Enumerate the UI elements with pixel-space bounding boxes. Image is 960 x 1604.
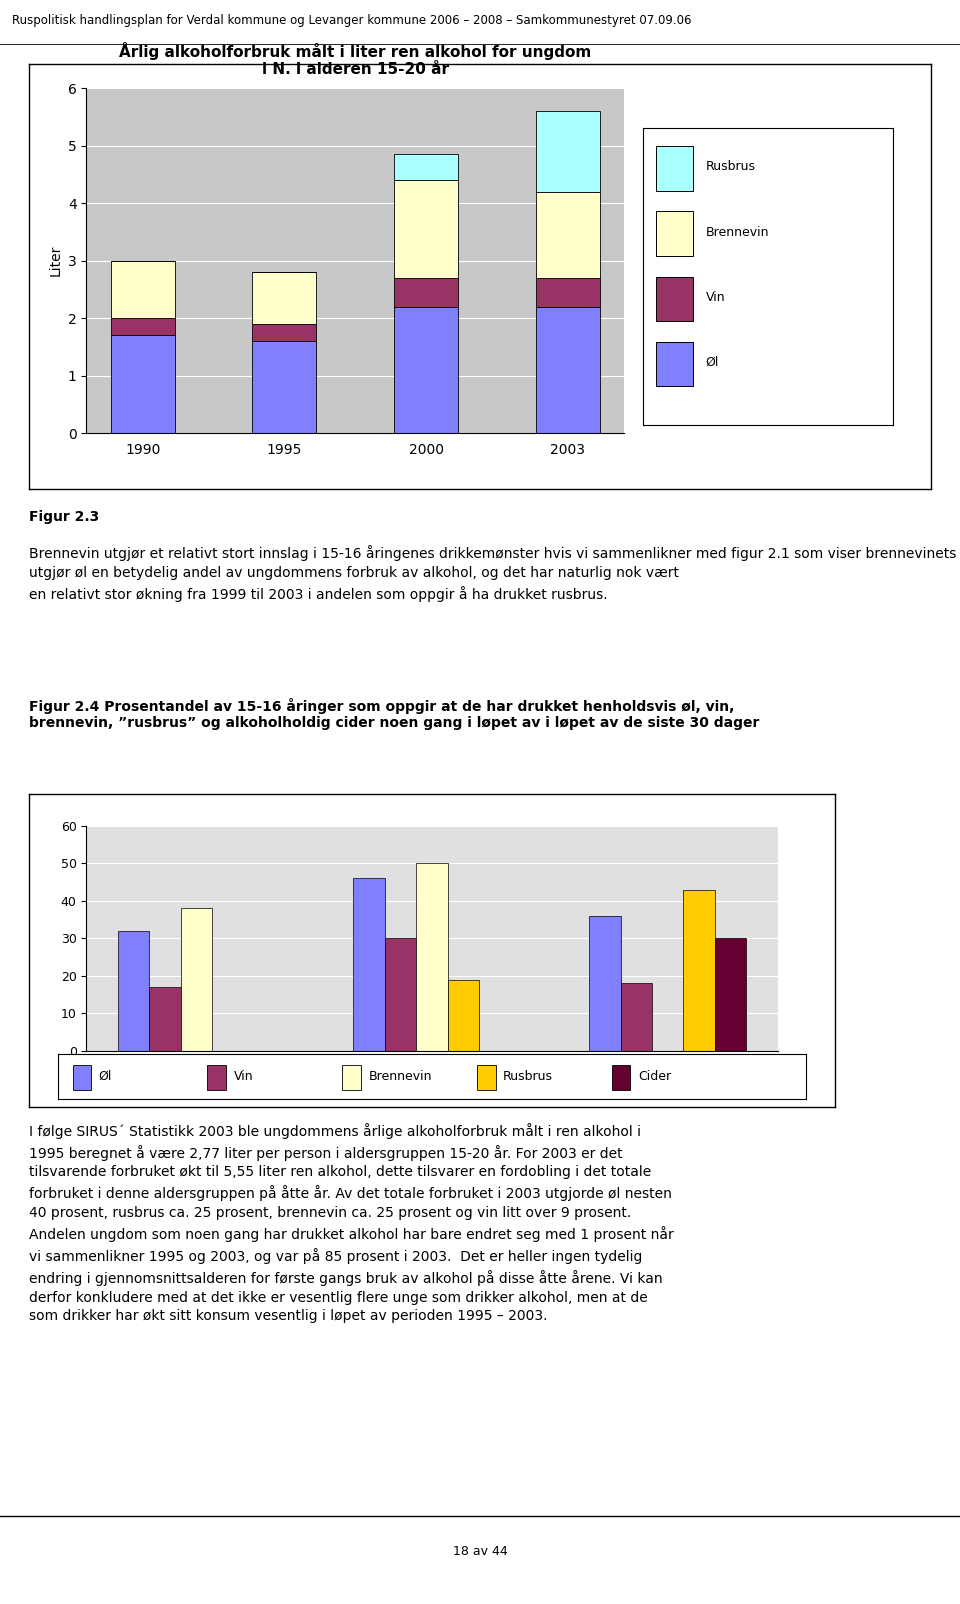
Text: For 2003 er det
tilsvarende forbruket økt til 5,55 liter ren alkohol, dette tils: For 2003 er det tilsvarende forbruket øk… — [29, 1214, 651, 1269]
Bar — [252, 342, 316, 433]
FancyBboxPatch shape — [656, 342, 693, 387]
Bar — [385, 938, 417, 1051]
Text: 18 av 44: 18 av 44 — [452, 1545, 508, 1557]
Bar — [417, 863, 447, 1051]
FancyBboxPatch shape — [73, 1065, 91, 1089]
Y-axis label: Liter: Liter — [48, 245, 62, 276]
Bar — [395, 154, 458, 180]
Bar — [110, 260, 175, 318]
Bar — [149, 986, 180, 1051]
Bar — [180, 908, 212, 1051]
Text: I følge SIRUS´ Statistikk 2003 ble ungdommens årlige alkoholforbruk målt i ren a: I følge SIRUS´ Statistikk 2003 ble ungdo… — [29, 1123, 641, 1161]
FancyBboxPatch shape — [612, 1065, 631, 1089]
FancyBboxPatch shape — [207, 1065, 227, 1089]
Bar — [684, 890, 715, 1051]
Bar — [353, 879, 385, 1051]
Text: Brennevin: Brennevin — [369, 1070, 432, 1083]
Text: I følge SIRUS´ Statistikk 2003 ble ungdommens årlige alkoholforbruk målt i ren a: I følge SIRUS´ Statistikk 2003 ble ungdo… — [29, 1123, 674, 1323]
Bar — [118, 930, 149, 1051]
Text: Figur 2.4 Prosentandel av 15-16 åringer som oppgir at de har drukket henholdsvis: Figur 2.4 Prosentandel av 15-16 åringer … — [29, 698, 759, 730]
FancyBboxPatch shape — [656, 212, 693, 257]
Bar — [536, 192, 600, 277]
Bar — [110, 335, 175, 433]
Text: Rusbrus: Rusbrus — [503, 1070, 553, 1083]
Bar — [395, 277, 458, 306]
Title: Årlig alkoholforbruk målt i liter ren alkohol for ungdom
i N. i alderen 15-20 år: Årlig alkoholforbruk målt i liter ren al… — [119, 42, 591, 77]
Bar — [110, 318, 175, 335]
Text: Rusbrus: Rusbrus — [706, 160, 756, 173]
FancyBboxPatch shape — [656, 146, 693, 191]
Bar — [395, 180, 458, 277]
Bar — [620, 983, 652, 1051]
Text: Øl: Øl — [706, 356, 719, 369]
Bar — [715, 938, 746, 1051]
Bar — [536, 306, 600, 433]
FancyBboxPatch shape — [656, 277, 693, 321]
Bar — [536, 277, 600, 306]
FancyBboxPatch shape — [342, 1065, 361, 1089]
Bar — [252, 324, 316, 342]
FancyBboxPatch shape — [477, 1065, 495, 1089]
Text: Brennevin: Brennevin — [706, 226, 769, 239]
Text: Vin: Vin — [706, 290, 725, 305]
Text: Vin: Vin — [233, 1070, 253, 1083]
Bar — [536, 111, 600, 191]
Bar — [447, 980, 479, 1051]
Bar — [589, 916, 620, 1051]
Text: Cider: Cider — [638, 1070, 671, 1083]
Text: Figur 2.3: Figur 2.3 — [29, 510, 99, 525]
Text: Øl: Øl — [99, 1070, 112, 1083]
Text: Ruspolitisk handlingsplan for Verdal kommune og Levanger kommune 2006 – 2008 – S: Ruspolitisk handlingsplan for Verdal kom… — [12, 14, 691, 27]
Bar — [395, 306, 458, 433]
Text: Brennevin utgjør et relativt stort innslag i 15-16 åringenes drikkemønster hvis : Brennevin utgjør et relativt stort innsl… — [29, 545, 960, 602]
Bar — [252, 273, 316, 324]
